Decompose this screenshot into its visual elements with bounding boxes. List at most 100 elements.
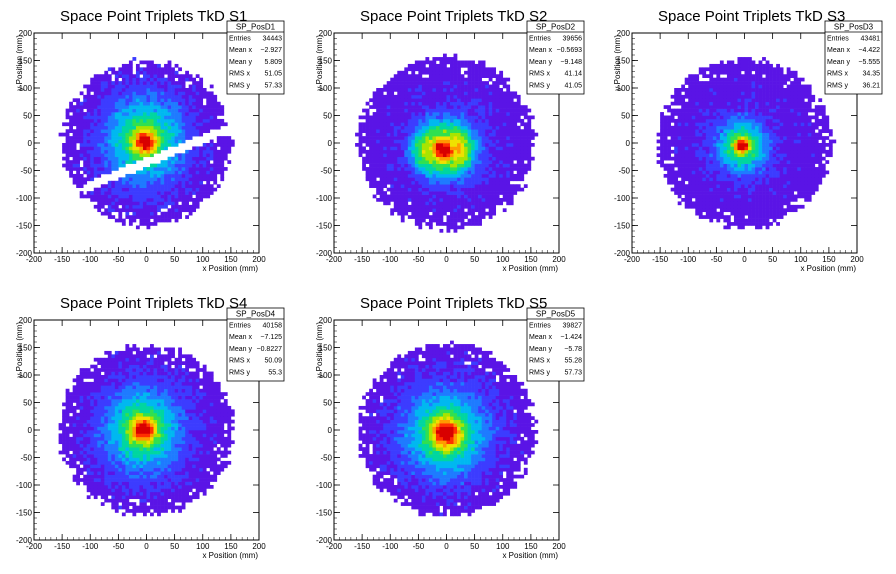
- heat-cell: [748, 173, 752, 178]
- heat-cell: [730, 173, 735, 178]
- heat-cell: [121, 105, 126, 109]
- heat-cell: [695, 136, 700, 140]
- heat-cell: [121, 84, 126, 89]
- heat-cell: [506, 177, 511, 182]
- heat-cell: [86, 94, 91, 99]
- heat-cell: [435, 91, 440, 96]
- heat-cell: [114, 187, 119, 192]
- heat-cell: [442, 143, 447, 147]
- heat-cell: [421, 170, 426, 175]
- heat-cell: [178, 136, 182, 140]
- heat-cell: [181, 108, 186, 113]
- heat-cell: [383, 101, 388, 106]
- heat-cell: [69, 122, 73, 127]
- heat-cell: [702, 108, 707, 113]
- heat-cell: [748, 125, 752, 130]
- heat-cell: [171, 156, 175, 161]
- heat-cell: [460, 125, 465, 130]
- heat-cell: [76, 156, 81, 161]
- heat-cell: [726, 101, 731, 106]
- heat-cell: [751, 198, 756, 202]
- heat-cell: [213, 156, 218, 161]
- heat-cell: [523, 153, 528, 158]
- heat-cell: [107, 98, 112, 103]
- heat-cell: [730, 211, 735, 216]
- heat-cell: [369, 167, 373, 171]
- heat-cell: [478, 218, 482, 223]
- heat-cell: [755, 88, 759, 92]
- heat-cell: [178, 77, 182, 82]
- heat-cell: [751, 153, 756, 158]
- heat-cell: [474, 112, 479, 116]
- heat-cell: [118, 160, 123, 164]
- heat-cell: [428, 170, 433, 175]
- heat-cell: [502, 129, 507, 133]
- heat-cell: [755, 91, 759, 96]
- heat-cell: [114, 218, 119, 223]
- heat-cell: [730, 167, 735, 171]
- heat-cell: [220, 156, 225, 161]
- heat-cell: [400, 198, 405, 202]
- heat-cell: [460, 60, 465, 65]
- heat-cell: [206, 143, 211, 147]
- heat-cell: [167, 218, 172, 223]
- heat-cell: [712, 139, 717, 144]
- heat-cell: [719, 198, 724, 202]
- heat-cell: [688, 115, 693, 120]
- heat-cell: [192, 91, 197, 96]
- heat-cell: [376, 118, 381, 123]
- heat-cell: [464, 170, 468, 175]
- heat-cell: [185, 215, 189, 219]
- heat-cell: [421, 198, 426, 202]
- heat-cell: [471, 187, 475, 192]
- heat-cell: [397, 191, 402, 195]
- heat-cell: [160, 108, 165, 113]
- heat-cell: [495, 122, 500, 127]
- heat-cell: [90, 132, 95, 137]
- heat-cell: [502, 149, 507, 154]
- heat-cell: [726, 146, 731, 151]
- heat-cell: [418, 125, 423, 130]
- heat-cell: [684, 170, 689, 175]
- heat-cell: [400, 136, 405, 140]
- heat-cell: [404, 177, 409, 182]
- heat-cell: [178, 208, 182, 213]
- heat-cell: [379, 98, 384, 103]
- heat-cell: [485, 122, 489, 127]
- heat-cell: [379, 91, 384, 96]
- heat-cell: [453, 94, 458, 99]
- heat-cell: [135, 125, 140, 130]
- heat-cell: [712, 153, 717, 158]
- heat-cell: [488, 187, 493, 192]
- heat-cell: [376, 136, 381, 140]
- heat-cell: [386, 163, 391, 168]
- heat-cell: [79, 143, 84, 147]
- heat-cell: [474, 136, 479, 140]
- heat-cell: [160, 77, 165, 82]
- heat-cell: [404, 187, 409, 192]
- heat-cell: [185, 122, 189, 127]
- heat-cell: [188, 136, 193, 140]
- heat-cell: [485, 163, 489, 168]
- heat-cell: [128, 191, 133, 195]
- heat-cell: [513, 177, 518, 182]
- heat-cell: [220, 136, 225, 140]
- heat-cell: [407, 118, 412, 123]
- heat-cell: [379, 101, 384, 106]
- heat-cell: [139, 67, 144, 72]
- heat-cell: [442, 211, 447, 216]
- heat-cell: [509, 108, 514, 113]
- heat-cell: [111, 105, 116, 109]
- heat-cell: [128, 105, 133, 109]
- heat-cell: [178, 160, 182, 164]
- heat-cell: [751, 81, 756, 85]
- heat-cell: [428, 136, 433, 140]
- y-tick-label: -50: [320, 167, 332, 176]
- heat-cell: [428, 184, 433, 188]
- heat-cell: [146, 118, 151, 123]
- heat-cell: [202, 146, 207, 151]
- heat-cell: [432, 177, 437, 182]
- heat-cell: [181, 77, 186, 82]
- heat-cell: [393, 160, 398, 164]
- heat-cell: [492, 139, 497, 144]
